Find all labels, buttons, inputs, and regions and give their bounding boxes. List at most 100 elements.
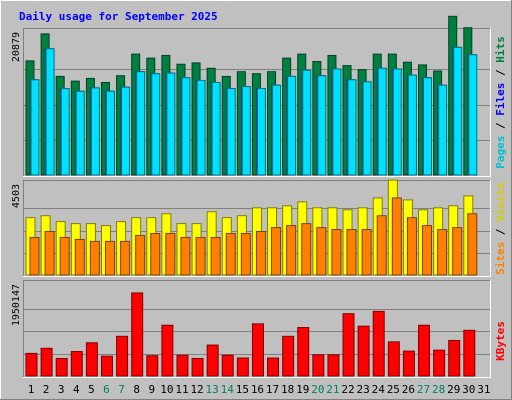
bar-kbytes-day-18 (282, 335, 295, 377)
legend-text: Files (494, 83, 507, 116)
bar-kbytes-day-7 (116, 335, 129, 377)
day-label-20: 20 (311, 383, 324, 396)
bar-pages-day-26 (407, 74, 417, 176)
bar-kbytes-day-4 (70, 351, 83, 377)
legend-text: / (494, 116, 507, 136)
day-label-26: 26 (402, 383, 415, 396)
day-label-22: 22 (341, 383, 354, 396)
bar-sites-day-13 (210, 236, 221, 276)
bar-sites-day-3 (59, 236, 70, 276)
day-label-11: 11 (175, 383, 188, 396)
day-label-18: 18 (281, 383, 294, 396)
bar-pages-day-13 (211, 81, 221, 176)
bar-pages-day-29 (453, 46, 463, 176)
day-label-23: 23 (357, 383, 370, 396)
day-label-27: 27 (417, 383, 430, 396)
bar-kbytes-day-6 (100, 355, 113, 377)
bar-sites-day-29 (452, 227, 463, 276)
day-label-19: 19 (296, 383, 309, 396)
bar-pages-day-11 (181, 77, 191, 176)
bar-sites-day-20 (316, 227, 327, 276)
bar-pages-day-15 (241, 86, 251, 176)
legend-2: KBytes (494, 321, 507, 361)
bar-sites-day-12 (195, 236, 206, 276)
day-label-9: 9 (148, 383, 155, 396)
bar-pages-day-23 (362, 81, 372, 176)
chart-title: Daily usage for September 2025 (19, 10, 218, 23)
bar-pages-day-1 (30, 79, 40, 176)
day-label-13: 13 (206, 383, 219, 396)
bar-kbytes-day-16 (251, 323, 264, 377)
bar-sites-day-19 (301, 223, 312, 276)
bar-kbytes-day-19 (297, 327, 310, 377)
legend-text: / (494, 63, 507, 83)
day-label-12: 12 (190, 383, 203, 396)
bar-sites-day-5 (89, 240, 100, 276)
bar-sites-day-26 (406, 217, 417, 276)
bar-sites-day-15 (240, 232, 251, 276)
day-label-31: 31 (477, 383, 490, 396)
panel-kbytes: 1950147 (11, 280, 491, 378)
day-label-7: 7 (118, 383, 125, 396)
panel-visits-sites: 4503 (11, 179, 491, 277)
bar-kbytes-day-11 (176, 354, 189, 377)
bar-sites-day-17 (271, 227, 282, 276)
bar-pages-day-7 (121, 86, 131, 176)
day-label-25: 25 (387, 383, 400, 396)
bar-sites-day-4 (74, 238, 85, 276)
day-label-10: 10 (160, 383, 173, 396)
bar-pages-day-3 (60, 88, 70, 176)
day-label-29: 29 (447, 383, 460, 396)
panel-max-label: 20879 (11, 32, 22, 62)
legend-text: / (494, 222, 507, 242)
bar-kbytes-day-12 (191, 357, 204, 377)
day-label-14: 14 (221, 383, 235, 396)
legend-text: Visits (494, 182, 507, 222)
bar-sites-day-24 (376, 215, 387, 276)
bar-pages-day-17 (272, 84, 282, 176)
bar-pages-day-27 (423, 77, 433, 176)
bar-sites-day-23 (361, 229, 372, 276)
bar-sites-day-25 (391, 197, 402, 276)
bar-kbytes-day-17 (267, 357, 280, 377)
bar-kbytes-day-21 (327, 354, 340, 377)
bar-kbytes-day-23 (357, 325, 370, 377)
bar-pages-day-22 (347, 79, 357, 176)
bar-sites-day-28 (437, 229, 448, 276)
panel-hits-files-pages: 20879 (11, 15, 491, 177)
bar-kbytes-day-15 (236, 357, 249, 377)
bar-sites-day-9 (150, 232, 161, 276)
bar-kbytes-day-13 (206, 344, 219, 377)
bar-pages-day-24 (377, 67, 387, 176)
bar-kbytes-day-24 (372, 310, 385, 377)
legend-0: Pages / Files / Hits (494, 36, 507, 169)
bar-kbytes-day-25 (387, 341, 400, 377)
bar-pages-day-4 (75, 90, 85, 176)
panel-max-label: 4503 (11, 184, 22, 208)
bar-kbytes-day-27 (418, 324, 431, 377)
bar-kbytes-day-30 (463, 329, 476, 377)
bar-pages-day-25 (392, 68, 402, 176)
day-label-5: 5 (88, 383, 95, 396)
bar-kbytes-day-22 (342, 313, 355, 377)
bar-sites-day-1 (29, 236, 40, 276)
bar-pages-day-14 (226, 88, 236, 176)
bar-pages-day-12 (196, 79, 206, 176)
bar-pages-day-2 (45, 48, 55, 176)
bar-pages-day-8 (136, 71, 146, 176)
day-label-21: 21 (326, 383, 339, 396)
day-label-15: 15 (236, 383, 249, 396)
chart-panels: 20879 4503 1950147 Pages / Files / Hits Site… (11, 15, 507, 378)
day-label-16: 16 (251, 383, 264, 396)
bar-pages-day-18 (287, 75, 297, 176)
bar-kbytes-day-2 (40, 347, 53, 377)
bar-sites-day-10 (165, 232, 176, 276)
legend-1: Sites / Visits (494, 182, 507, 275)
bar-pages-day-6 (105, 90, 115, 176)
day-label-28: 28 (432, 383, 445, 396)
bar-sites-day-21 (331, 229, 342, 276)
bar-pages-day-21 (332, 68, 342, 176)
day-label-6: 6 (103, 383, 110, 396)
day-labels: 1 2 3 4 5 6 7 8 9 10 11 12 13 14 15 16 17 18 19 20 21 22 23 24 2… (28, 383, 491, 396)
